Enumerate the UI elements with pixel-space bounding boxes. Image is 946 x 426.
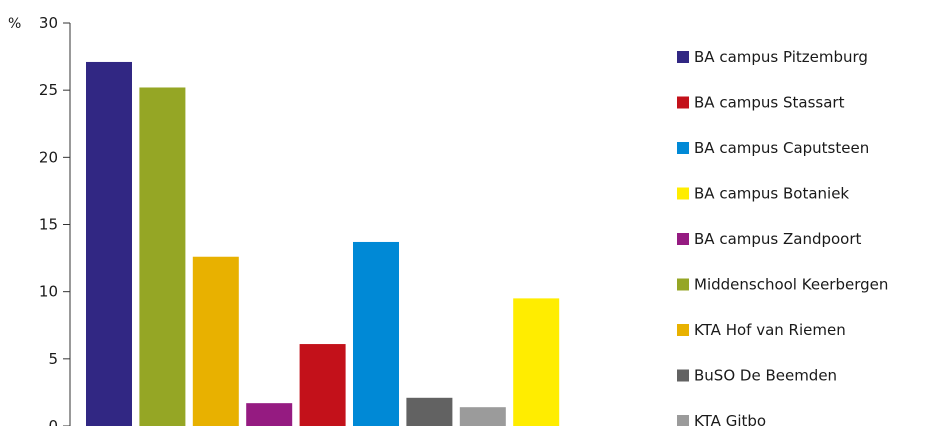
bar-ba-campus-caputsteen — [353, 241, 399, 426]
legend-label-ba-campus-botaniek: BA campus Botaniek — [694, 185, 849, 203]
legend-label-kta-hof-van-riemen: KTA Hof van Riemen — [694, 321, 846, 339]
legend-label-middenschool-keerbergen: Middenschool Keerbergen — [694, 276, 888, 294]
legend-label-ba-campus-zandpoort: BA campus Zandpoort — [694, 230, 862, 248]
legend-label-kta-gitbo: KTA Gitbo — [694, 412, 766, 426]
legend-swatch-buso-de-beemden — [677, 369, 689, 382]
bar-kta-hof-van-riemen — [192, 256, 239, 426]
bar-ba-campus-zandpoort — [246, 403, 293, 426]
legend-swatch-middenschool-keerbergen — [677, 278, 689, 291]
legend-swatch-ba-campus-pitzemburg — [677, 51, 689, 63]
legend-swatch-ba-campus-zandpoort — [677, 233, 689, 245]
y-axis-unit-label: % — [8, 16, 21, 32]
legend-swatch-ba-campus-botaniek — [677, 187, 689, 200]
y-tick-label: 25 — [39, 81, 58, 99]
bar-kta-gitbo — [459, 407, 506, 426]
bar-ba-campus-botaniek — [513, 298, 560, 426]
legend-swatch-kta-gitbo — [677, 415, 689, 426]
legend-label-ba-campus-caputsteen: BA campus Caputsteen — [694, 139, 869, 157]
y-tick-label: 15 — [39, 216, 58, 234]
y-tick-label: 30 — [39, 14, 58, 32]
legend-swatch-ba-campus-stassart — [677, 96, 689, 109]
legend-swatch-ba-campus-caputsteen — [677, 142, 689, 154]
legend: BA campus Pitzemburg BA campus Stassart BA… — [677, 48, 888, 426]
legend-swatch-kta-hof-van-riemen — [677, 324, 689, 336]
legend-label-ba-campus-stassart: BA campus Stassart — [694, 94, 845, 112]
legend-label-ba-campus-pitzemburg: BA campus Pitzemburg — [694, 48, 868, 66]
y-axis: 0 5 10 15 20 25 30% — [8, 14, 71, 426]
bar-buso-de-beemden — [406, 397, 453, 426]
bar-ba-campus-pitzemburg — [86, 61, 132, 426]
y-tick-label: 20 — [39, 148, 58, 166]
y-tick-label: 10 — [39, 283, 58, 301]
bar-ba-campus-stassart — [299, 344, 346, 426]
bars — [86, 61, 560, 426]
legend-label-buso-de-beemden: BuSO De Beemden — [694, 367, 837, 385]
bar-middenschool-keerbergen — [139, 87, 186, 426]
y-tick-label: 0 — [48, 417, 58, 426]
y-tick-label: 5 — [48, 350, 58, 368]
